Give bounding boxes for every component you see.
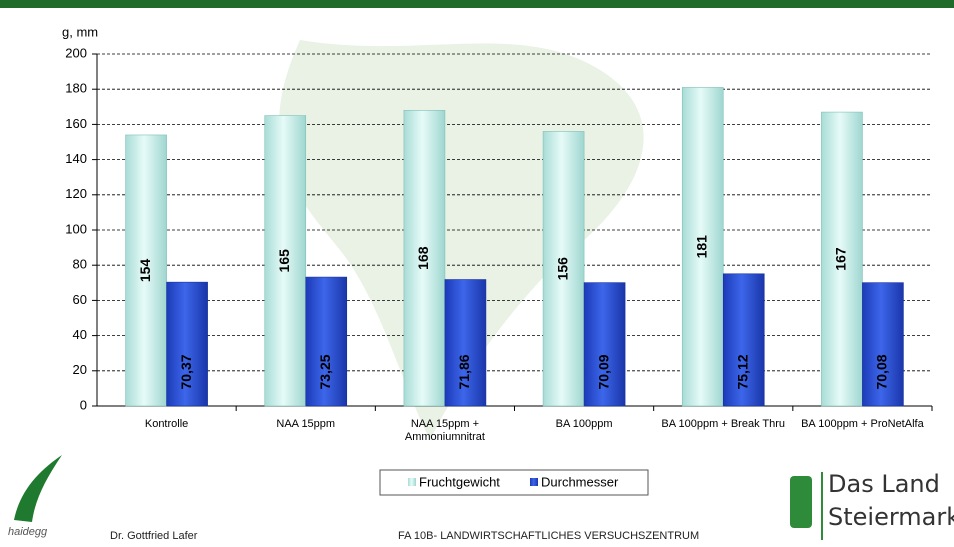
x-tick-label: NAA 15ppm — [276, 418, 336, 430]
x-tick-label: BA 100ppm — [555, 418, 613, 430]
logo-mark — [14, 455, 62, 522]
x-tick-label: BA 100ppm + Break Thru — [661, 418, 786, 430]
y-tick-label: 0 — [80, 397, 87, 412]
top-bar — [0, 0, 954, 8]
bar — [403, 110, 446, 407]
data-label: 154 — [137, 259, 153, 283]
data-label: 165 — [276, 249, 292, 273]
y-tick-label: 40 — [73, 327, 87, 342]
data-label: 71,86 — [456, 354, 472, 389]
legend-swatch — [530, 478, 538, 486]
author: Dr. Gottfried Lafer — [110, 530, 198, 542]
legend-label: Durchmesser — [541, 474, 619, 489]
y-tick-label: 20 — [73, 362, 87, 377]
y-tick-label: 100 — [65, 221, 87, 236]
legend — [379, 469, 649, 496]
bar — [125, 134, 167, 407]
bar — [681, 87, 724, 407]
y-tick-label: 80 — [73, 257, 87, 272]
bar — [583, 282, 626, 407]
data-label: 70,08 — [874, 354, 890, 389]
y-tick-label: 160 — [65, 116, 87, 131]
bar — [862, 282, 904, 407]
bar — [722, 273, 765, 407]
y-tick-label: 200 — [65, 45, 87, 60]
logo-line-2: Steiermark — [828, 503, 954, 531]
y-tick-label: 120 — [65, 186, 87, 201]
y-tick-label: 180 — [65, 81, 87, 96]
legend-swatch — [408, 478, 416, 486]
bar — [542, 131, 585, 407]
y-axis-label: g, mm — [62, 24, 98, 39]
y-tick-label: 140 — [65, 151, 87, 166]
bar — [166, 281, 208, 407]
x-tick-label: NAA 15ppm + Ammoniumnitrat — [404, 418, 485, 443]
bar — [305, 276, 348, 407]
data-label: 156 — [554, 257, 570, 281]
legend-label: Fruchtgewicht — [419, 474, 500, 489]
bar — [821, 111, 863, 407]
x-tick-label: Kontrolle — [144, 418, 189, 430]
data-label: 167 — [833, 247, 849, 271]
bar — [264, 115, 307, 407]
institute: FA 10B- LANDWIRTSCHAFTLICHES VERSUCHSZEN… — [398, 530, 700, 542]
data-label: 168 — [415, 246, 431, 270]
coat-of-arms — [790, 476, 812, 528]
logo-line-1: Das Land — [828, 470, 940, 498]
logo-text: haidegg — [8, 526, 48, 538]
data-label: 70,09 — [595, 354, 611, 389]
x-tick-label: BA 100ppm + ProNetAlfa — [801, 418, 924, 430]
bar — [444, 279, 487, 407]
data-label: 70,37 — [178, 354, 194, 389]
data-label: 181 — [693, 235, 709, 259]
data-label: 75,12 — [734, 354, 750, 389]
y-tick-label: 60 — [73, 292, 87, 307]
data-label: 73,25 — [317, 354, 333, 389]
